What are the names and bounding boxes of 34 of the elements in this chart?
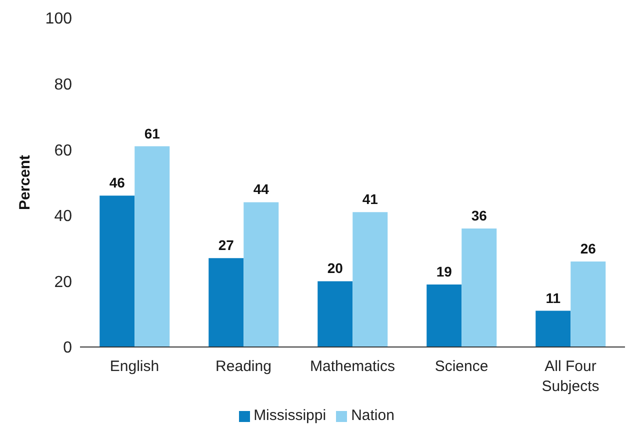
- bar: [208, 258, 244, 347]
- bar: [100, 196, 135, 347]
- data-label: 36: [471, 208, 488, 224]
- bar: [352, 212, 388, 347]
- x-tick-label: English: [110, 358, 160, 375]
- data-label: 11: [546, 290, 561, 306]
- bar: [134, 146, 170, 347]
- bar: [426, 284, 462, 347]
- data-label: 46: [109, 174, 126, 191]
- y-tick-label: 80: [54, 76, 72, 94]
- data-label: 20: [327, 260, 344, 276]
- y-axis-title: Percent: [16, 154, 34, 210]
- data-label: 19: [436, 263, 452, 280]
- bar: [462, 228, 497, 347]
- x-tick-label: Science: [434, 358, 488, 375]
- x-tick-label: Reading: [216, 358, 272, 375]
- y-tick-label: 20: [54, 274, 72, 291]
- bar: [318, 281, 353, 347]
- x-tick-label: Mathematics: [310, 358, 396, 375]
- legend-label: Nation: [351, 407, 394, 424]
- data-label: 27: [218, 237, 234, 254]
- data-label: 26: [580, 240, 596, 256]
- y-tick-label: 60: [54, 142, 72, 160]
- x-tick-label: All Four Subjects: [542, 358, 600, 395]
- bar: [536, 310, 571, 347]
- data-label: 41: [362, 191, 378, 208]
- legend-label: Mississippi: [254, 407, 326, 424]
- y-tick-label: 0: [63, 340, 72, 357]
- bar: [244, 202, 279, 347]
- y-tick-label: 100: [45, 10, 72, 28]
- data-label: 61: [144, 125, 160, 142]
- data-label: 44: [253, 181, 270, 198]
- bar: [570, 261, 606, 347]
- y-tick-label: 40: [54, 208, 72, 226]
